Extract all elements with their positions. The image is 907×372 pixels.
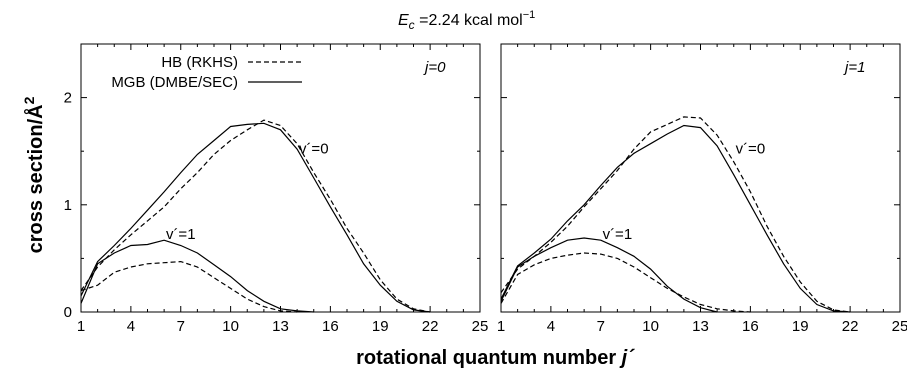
plot-frame xyxy=(500,43,901,313)
x-tick-label: 7 xyxy=(177,318,185,335)
x-axis-label: rotational quantum number j´ xyxy=(356,347,635,369)
x-tick-label: 16 xyxy=(322,318,339,335)
x-tick-label: 4 xyxy=(127,318,135,335)
x-tick-label: 1 xyxy=(497,318,505,335)
panel-annotation: j=1 xyxy=(843,59,865,76)
x-tick-label: 7 xyxy=(597,318,605,335)
x-tick-label: 13 xyxy=(692,318,709,335)
series-line-v0-hb xyxy=(500,116,851,313)
right-panel: 1 4 7 10 13 16 19 22 25 v´=0 v´=1 j=1 xyxy=(497,43,907,335)
y-tick-label: 1 xyxy=(64,197,72,214)
series-line-v0-mgb xyxy=(500,124,851,313)
x-tick-label: 16 xyxy=(742,318,759,335)
x-tick-label: 22 xyxy=(422,318,439,335)
curve-label: v´=0 xyxy=(299,140,329,157)
series-line-v1-mgb xyxy=(80,239,314,313)
x-tick-label: 25 xyxy=(472,318,489,335)
x-tick-label: 25 xyxy=(892,318,907,335)
x-tick-label: 10 xyxy=(222,318,239,335)
curve-label: v´=1 xyxy=(603,226,633,243)
x-tick-label: 19 xyxy=(792,318,809,335)
panel-annotation: j=0 xyxy=(423,59,446,76)
x-tick-label: 10 xyxy=(642,318,659,335)
series-line-v1-hb xyxy=(80,260,298,313)
x-tick-label: 4 xyxy=(547,318,555,335)
x-tick-label: 1 xyxy=(77,318,85,335)
y-axis-label: cross section/Å2 xyxy=(21,96,47,253)
x-tick-label: 19 xyxy=(372,318,389,335)
x-tick-label: 13 xyxy=(272,318,289,335)
curve-label: v´=1 xyxy=(166,226,196,243)
series-line-v0-mgb xyxy=(80,122,431,313)
y-tick-label: 2 xyxy=(64,90,72,107)
y-tick-label: 0 xyxy=(64,304,72,321)
series-line-v0-hb xyxy=(80,119,431,313)
series-line-v1-mgb xyxy=(500,237,718,313)
curve-label: v´=0 xyxy=(736,140,766,157)
legend-label: HB (RKHS) xyxy=(161,54,238,71)
x-tick-label: 22 xyxy=(842,318,859,335)
legend-label: MGB (DMBE/SEC) xyxy=(111,74,238,91)
series-line-v1-hb xyxy=(500,252,751,313)
chart-title: Ec =2.24 kcal mol−1 xyxy=(398,9,535,32)
